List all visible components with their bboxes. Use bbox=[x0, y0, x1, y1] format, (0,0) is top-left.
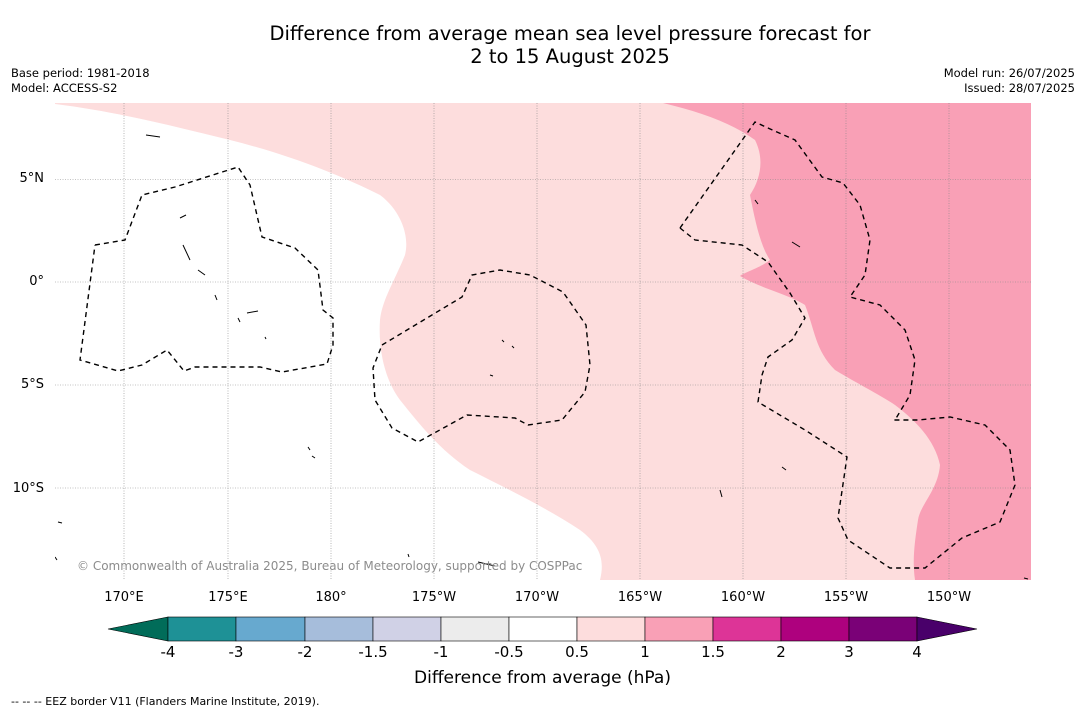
model-name: Model: ACCESS-S2 bbox=[11, 80, 118, 95]
colorbar-extend-low bbox=[107, 616, 169, 642]
legend-tick: 1 bbox=[640, 643, 650, 661]
legend-tick: -1.5 bbox=[358, 643, 388, 661]
legend-tick: -3 bbox=[228, 643, 244, 661]
pink-region bbox=[663, 103, 1031, 580]
title-line-2: 2 to 15 August 2025 bbox=[470, 45, 670, 68]
colorbar-bin bbox=[304, 616, 374, 642]
legend-tick: -1 bbox=[433, 643, 449, 661]
colorbar-bin bbox=[644, 616, 714, 642]
legend-tick: 1.5 bbox=[701, 643, 725, 661]
colorbar bbox=[107, 616, 978, 642]
copyright-notice: © Commonwealth of Australia 2025, Bureau… bbox=[77, 559, 583, 573]
chart-title: Difference from average mean sea level p… bbox=[0, 22, 1085, 68]
legend-tick: 0.5 bbox=[565, 643, 589, 661]
lat-label-10s: 10°S bbox=[12, 481, 44, 496]
legend-title: Difference from average (hPa) bbox=[414, 668, 671, 688]
lon-label-170w: 170°W bbox=[514, 590, 560, 605]
colorbar-bin bbox=[440, 616, 510, 642]
legend-tick: -0.5 bbox=[494, 643, 524, 661]
colorbar-bin bbox=[780, 616, 850, 642]
colorbar-bin bbox=[576, 616, 646, 642]
colorbar-bin bbox=[372, 616, 442, 642]
legend-tick: -2 bbox=[297, 643, 313, 661]
legend-tick: 3 bbox=[844, 643, 854, 661]
lat-label-5s: 5°S bbox=[20, 377, 44, 392]
lon-label-175e: 175°E bbox=[208, 590, 248, 605]
colorbar-bin bbox=[508, 616, 578, 642]
lon-label-155w: 155°W bbox=[823, 590, 869, 605]
model-run: Model run: 26/07/2025 bbox=[943, 66, 1075, 80]
lat-label-5n: 5°N bbox=[19, 171, 45, 186]
colorbar-bin bbox=[167, 616, 237, 642]
title-line-1: Difference from average mean sea level p… bbox=[269, 22, 871, 45]
map-area bbox=[55, 103, 1031, 580]
lon-label-150w: 150°W bbox=[926, 590, 972, 605]
issued-date: Issued: 28/07/2025 bbox=[964, 80, 1075, 95]
colorbar-bin bbox=[712, 616, 782, 642]
lat-label-0: 0° bbox=[29, 274, 44, 289]
legend-tick: -4 bbox=[160, 643, 176, 661]
eez-footnote: -- -- -- EEZ border V11 (Flanders Marine… bbox=[11, 695, 320, 708]
legend-tick: 4 bbox=[912, 643, 922, 661]
colorbar-bin bbox=[848, 616, 918, 642]
meta-right: Model run: 26/07/2025 Issued: 28/07/2025 bbox=[944, 66, 1075, 95]
islands bbox=[55, 134, 1029, 580]
eez-borders bbox=[79, 121, 1016, 569]
lon-label-160w: 160°W bbox=[720, 590, 766, 605]
lon-label-175w: 175°W bbox=[411, 590, 457, 605]
colorbar-extend-high bbox=[916, 616, 978, 642]
meta-left: Base period: 1981-2018 Model: ACCESS-S2 bbox=[11, 66, 150, 95]
base-period: Base period: 1981-2018 bbox=[11, 66, 150, 80]
legend-tick: 2 bbox=[776, 643, 786, 661]
lon-label-180: 180° bbox=[315, 590, 347, 605]
colorbar-bin bbox=[235, 616, 306, 642]
lon-label-170e: 170°E bbox=[104, 590, 144, 605]
lon-label-165w: 165°W bbox=[617, 590, 663, 605]
